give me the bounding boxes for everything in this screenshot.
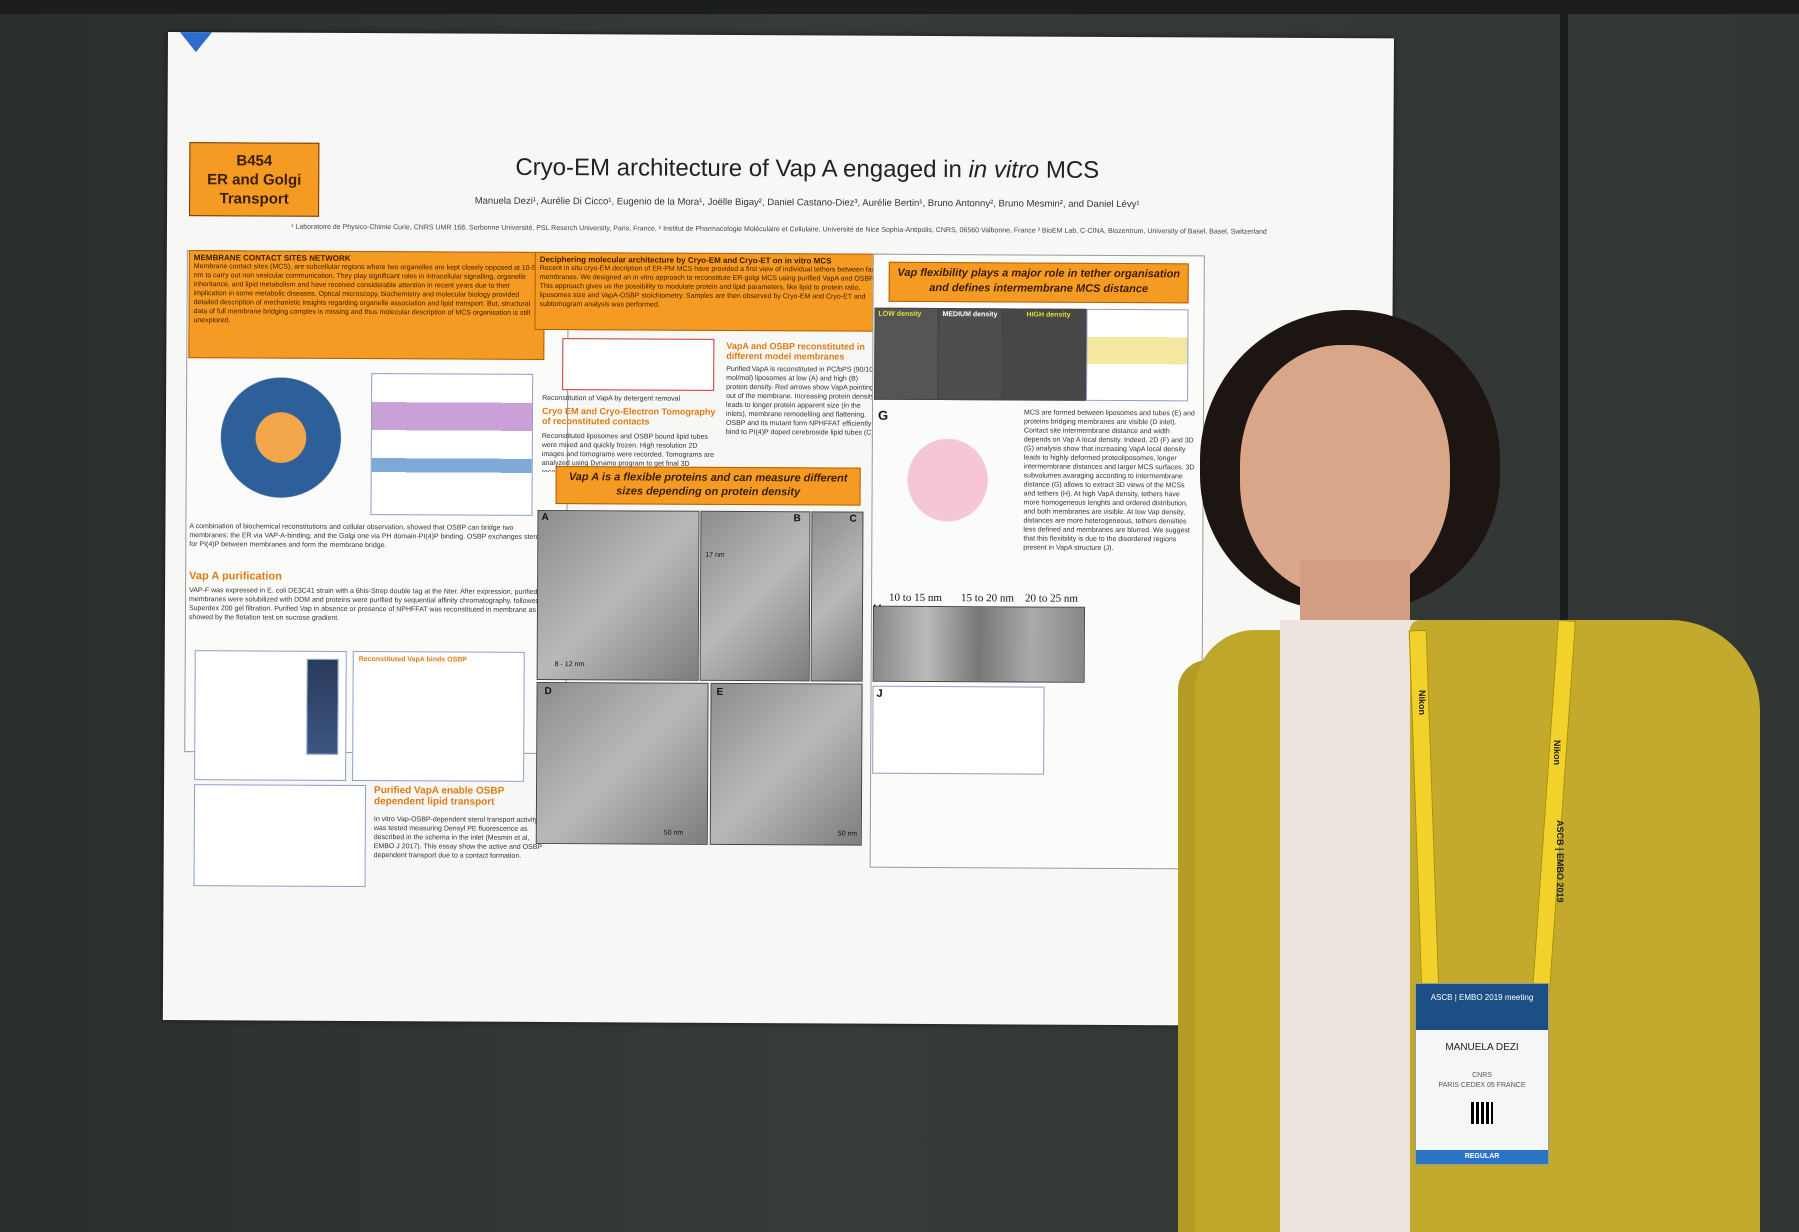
board-frame-divider [1560, 0, 1568, 1232]
em-scale-b: 17 nm [705, 551, 725, 559]
lanyard-brand-left: Nikon [1417, 690, 1427, 716]
em-label-e: E [716, 686, 724, 698]
lanyard-brand-right: Nikon [1552, 740, 1562, 766]
badge-category: REGULAR [1416, 1150, 1548, 1164]
deciphering-text: Recent in situ cryo-EM decription of ER-… [539, 264, 885, 309]
density-panel-medium [938, 308, 1003, 401]
badge-name: MANUELA DEZI [1445, 1042, 1519, 1053]
em-label-a: A [541, 511, 549, 523]
em-label-b: B [793, 513, 801, 525]
deciphering-heading: Deciphering molecular architecture by Cr… [539, 254, 832, 266]
name-badge: ASCB | EMBO 2019 meeting MANUELA DEZI CN… [1415, 983, 1549, 1165]
mcs-cell-diagram [205, 372, 357, 503]
vapa-models-heading: VapA and OSBP reconstituted in different… [726, 340, 865, 362]
em-panel-b [699, 510, 811, 682]
em-label-c: C [849, 513, 857, 525]
vap-purification-heading: Vap A purification [189, 570, 282, 583]
flotation-figure [352, 650, 525, 782]
cryo-heading: Cryo EM and Cryo-Electron Tomography of … [541, 405, 716, 427]
transport-assay-plot [193, 784, 367, 888]
em-panel-a [536, 509, 700, 681]
em-scale-a: 8 - 12 nm [554, 661, 585, 669]
size-label-1: 10 to 15 nm [889, 591, 942, 605]
reconstitution-diagram [562, 338, 715, 391]
density-low: LOW density [878, 310, 922, 318]
em-panel-d [535, 681, 709, 845]
em-scale-d: 50 nm [663, 829, 684, 837]
poster-title: Cryo-EM architecture of Vap A engaged in… [515, 153, 1100, 184]
vap-purification-text: VAP-F was expressed in E. coli DE3C41 st… [188, 587, 549, 622]
density-panel-low [874, 307, 939, 401]
poster-number: B454 [236, 151, 273, 170]
mcs-heading: MEMBRANE CONTACT SITES NETWORK [193, 253, 351, 263]
size-label-2: 15 to 20 nm [961, 592, 1014, 605]
purified-text: In vitro Vap-OSBP-dependent sterol trans… [373, 816, 542, 860]
badge-organization: CNRS [1472, 1072, 1492, 1079]
poster-number-tag: B454 ER and Golgi Transport [189, 142, 320, 217]
badge-event: ASCB | EMBO 2019 meeting [1416, 984, 1548, 1030]
sds-gel [306, 658, 339, 755]
poster-affiliations: ¹ Laboratoire de Physico-Chimie Curie, C… [291, 223, 1267, 236]
board-frame-top [0, 0, 1799, 14]
flexibility-schematic [872, 685, 1045, 775]
subtomogram-averages [872, 605, 1086, 683]
em-panel-c [810, 511, 864, 682]
deciphering-box: Deciphering molecular architecture by Cr… [534, 251, 891, 332]
badge-city: PARIS CEDEX 05 FRANCE [1438, 1082, 1526, 1089]
vapa-models-text: Purified VapA is reconstituted in PC/bPS… [725, 365, 876, 437]
person-face [1240, 345, 1450, 595]
panel-g-label: G [877, 407, 889, 423]
density-medium: MEDIUM density [942, 311, 998, 319]
density-high: HIGH density [1026, 311, 1071, 319]
combination-text: A combination of biochemical reconstitut… [189, 523, 545, 550]
reconstituted-label: Reconstituted VapA binds OSBP [358, 656, 467, 664]
tomogram-3d-view [877, 407, 1019, 529]
panel-j-label: J [876, 687, 883, 700]
mcs-text: Membrane contact sites (MCS), are subcel… [193, 263, 540, 325]
reconstitution-caption: Reconstitution of VapA by detergent remo… [542, 394, 681, 403]
poster-topic-line2: Transport [219, 189, 289, 208]
em-scale-e: 50 nm [837, 830, 858, 838]
density-panel-high [1002, 308, 1087, 401]
poster-authors: Manuela Dezi¹, Aurélie Di Cicco¹, Eugeni… [474, 195, 1140, 211]
tether-text: MCS are formed between liposomes and tub… [1023, 409, 1195, 552]
flexible-heading-box: Vap A is a flexible proteins and can mea… [555, 466, 861, 506]
badge-qr-code [1471, 1102, 1493, 1124]
em-label-d: D [544, 685, 552, 698]
mcs-network-box: MEMBRANE CONTACT SITES NETWORK Membrane … [188, 250, 545, 360]
lanyard-event-right: ASCB | EMBO 2019 [1555, 820, 1565, 903]
purified-heading: Purified VapA enable OSBP dependent lipi… [373, 785, 505, 808]
badge-org: CNRS PARIS CEDEX 05 FRANCE [1416, 1071, 1548, 1091]
blue-arrow-icon [179, 32, 212, 53]
poster-topic-line1: ER and Golgi [207, 170, 302, 189]
osbp-bridge-diagram [370, 373, 534, 516]
density-distribution-plot [1086, 308, 1189, 402]
em-panel-e [709, 682, 863, 846]
size-label-3: 20 to 25 nm [1025, 592, 1078, 605]
tether-heading-box: Vap flexibility plays a major role in te… [888, 261, 1189, 304]
